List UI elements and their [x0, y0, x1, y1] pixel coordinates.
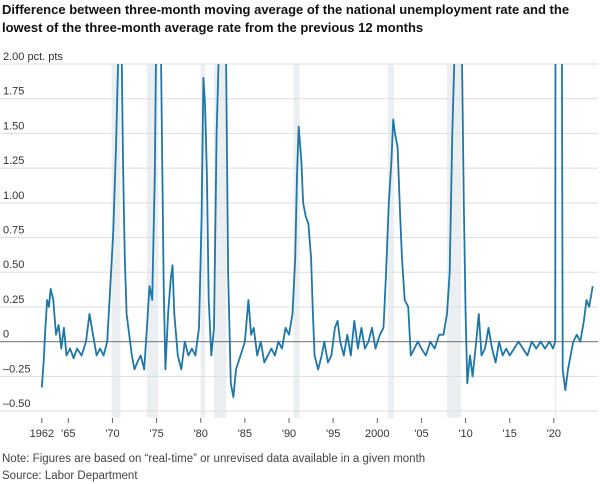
- chart-title: lowest of the three-month average rate f…: [2, 20, 423, 35]
- recession-band: [447, 64, 462, 418]
- y-tick-label: 1.50: [3, 120, 24, 132]
- y-tick-label: –0.50: [3, 398, 31, 410]
- x-tick-label: 1962: [30, 428, 54, 440]
- y-tick-label: 1.75: [3, 86, 24, 98]
- y-tick-label: –0.25: [3, 363, 31, 375]
- x-tick-label: '10: [458, 428, 472, 440]
- x-tick-label: '85: [238, 428, 252, 440]
- recession-band: [387, 64, 395, 418]
- x-tick-label: '95: [326, 428, 340, 440]
- y-tick-label: 0.75: [3, 225, 24, 237]
- x-tick-label: '80: [194, 428, 208, 440]
- x-tick-label: '65: [61, 428, 75, 440]
- source: Source: Labor Department: [2, 470, 138, 482]
- x-tick-label: '75: [149, 428, 163, 440]
- x-tick-label: '05: [414, 428, 428, 440]
- recession-band: [293, 64, 300, 418]
- y-tick-label: 0.50: [3, 259, 24, 271]
- recession-band: [200, 64, 206, 418]
- x-tick-label: '20: [547, 428, 561, 440]
- y-tick-label: 0: [3, 329, 9, 341]
- data-line: [40, 64, 594, 399]
- x-tick-label: 2000: [365, 428, 389, 440]
- y-tick-label: 1.00: [3, 190, 24, 202]
- recession-band: [111, 64, 121, 418]
- note: Note: Figures are based on “real-time” o…: [2, 453, 425, 465]
- y-tick-label: 1.25: [3, 155, 24, 167]
- y-tick-label: 2.00 pct. pts: [3, 51, 63, 63]
- chart-title: Difference between three-month moving av…: [2, 2, 569, 17]
- y-tick-label: 0.25: [3, 294, 24, 306]
- x-tick-label: '90: [282, 428, 296, 440]
- x-tick-label: '70: [105, 428, 119, 440]
- x-tick-label: '15: [503, 428, 517, 440]
